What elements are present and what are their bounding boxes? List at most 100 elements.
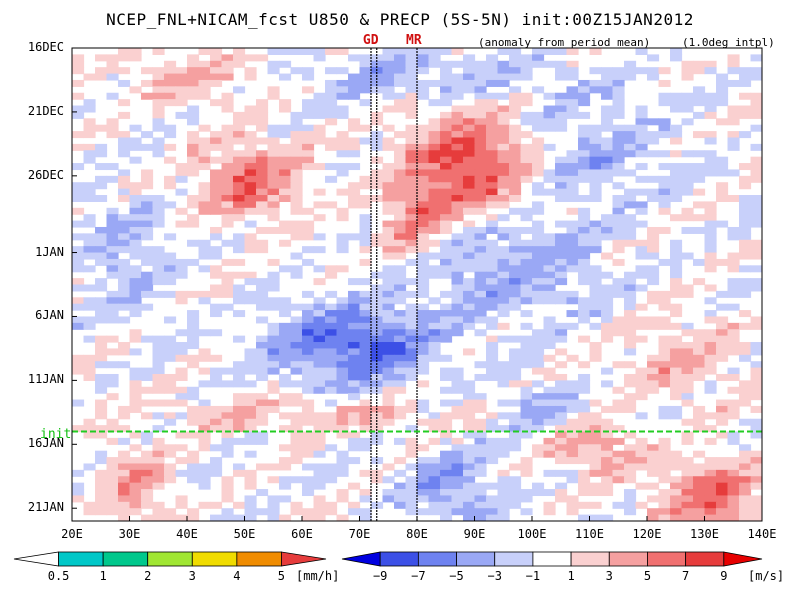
anomaly-cell [739,399,752,407]
anomaly-cell [164,342,177,350]
anomaly-cell [566,150,579,158]
anomaly-cell [532,246,545,254]
anomaly-cell [267,195,280,203]
anomaly-cell [267,278,280,286]
anomaly-cell [440,156,453,164]
anomaly-cell [118,476,131,484]
anomaly-cell [647,73,660,81]
anomaly-cell [313,246,326,254]
anomaly-cell [520,412,533,420]
anomaly-cell [164,399,177,407]
anomaly-cell [474,258,487,266]
anomaly-cell [198,163,211,171]
anomaly-cell [152,48,165,55]
anomaly-cell [566,92,579,100]
anomaly-cell [750,54,762,62]
anomaly-cell [118,412,131,420]
anomaly-cell [750,195,762,203]
anomaly-cell [371,380,384,388]
anomaly-cell [578,246,591,254]
anomaly-cell [325,137,338,145]
anomaly-cell [141,495,154,503]
anomaly-cell [221,278,234,286]
anomaly-cell [670,386,683,394]
anomaly-cell [336,137,349,145]
anomaly-cell [118,303,131,311]
anomaly-cell [601,92,614,100]
anomaly-cell [451,252,464,260]
anomaly-cell [187,450,200,458]
anomaly-cell [727,195,740,203]
anomaly-cell [624,188,637,196]
anomaly-cell [555,99,568,107]
anomaly-cell [129,182,142,190]
longitude-marker-label: MR [406,33,422,48]
anomaly-cell [601,463,614,471]
anomaly-cell [72,297,85,305]
anomaly-cell [359,354,372,362]
anomaly-cell [566,450,579,458]
anomaly-cell [302,476,315,484]
colorbar-label: 3 [605,569,613,583]
anomaly-cell [463,156,476,164]
anomaly-cell [359,175,372,183]
anomaly-cell [520,463,533,471]
anomaly-cell [417,207,430,215]
anomaly-cell [739,342,752,350]
anomaly-cell [72,284,85,292]
anomaly-cell [233,246,246,254]
anomaly-cell [555,124,568,132]
anomaly-cell [451,297,464,305]
anomaly-cell [635,105,648,113]
anomaly-cell [221,195,234,203]
anomaly-cell [532,60,545,68]
anomaly-cell [359,195,372,203]
anomaly-cell [474,118,487,126]
anomaly-cell [405,182,418,190]
anomaly-cell [670,163,683,171]
anomaly-cell [486,92,499,100]
anomaly-cell [463,425,476,433]
anomaly-cell [681,393,694,401]
anomaly-cell [566,354,579,362]
anomaly-cell [187,79,200,87]
anomaly-cell [267,501,280,509]
anomaly-cell [348,386,361,394]
anomaly-cell [371,137,384,145]
anomaly-cell [428,271,441,279]
anomaly-cell [578,418,591,426]
anomaly-cell [658,412,671,420]
anomaly-cell [566,495,579,503]
anomaly-cell [566,105,579,113]
anomaly-cell [83,265,96,273]
anomaly-cell [83,246,96,254]
anomaly-cell [739,284,752,292]
anomaly-cell [520,431,533,439]
anomaly-cell [417,271,430,279]
anomaly-cell [83,99,96,107]
anomaly-cell [635,143,648,151]
anomaly-cell [394,54,407,62]
anomaly-cell [681,386,694,394]
anomaly-cell [405,220,418,228]
anomaly-cell [325,508,338,516]
anomaly-cell [486,425,499,433]
anomaly-cell [210,418,223,426]
anomaly-cell [256,105,269,113]
anomaly-cell [290,437,303,445]
anomaly-cell [106,54,119,62]
anomaly-cell [670,303,683,311]
anomaly-cell [647,450,660,458]
anomaly-cell [658,297,671,305]
anomaly-cell [302,105,315,113]
anomaly-cell [497,450,510,458]
anomaly-cell [221,169,234,177]
anomaly-cell [716,86,729,94]
anomaly-cell [612,207,625,215]
anomaly-cell [716,258,729,266]
anomaly-cell [739,450,752,458]
anomaly-cell [256,508,269,516]
anomaly-cell [670,373,683,381]
anomaly-cell [417,418,430,426]
anomaly-cell [716,457,729,465]
